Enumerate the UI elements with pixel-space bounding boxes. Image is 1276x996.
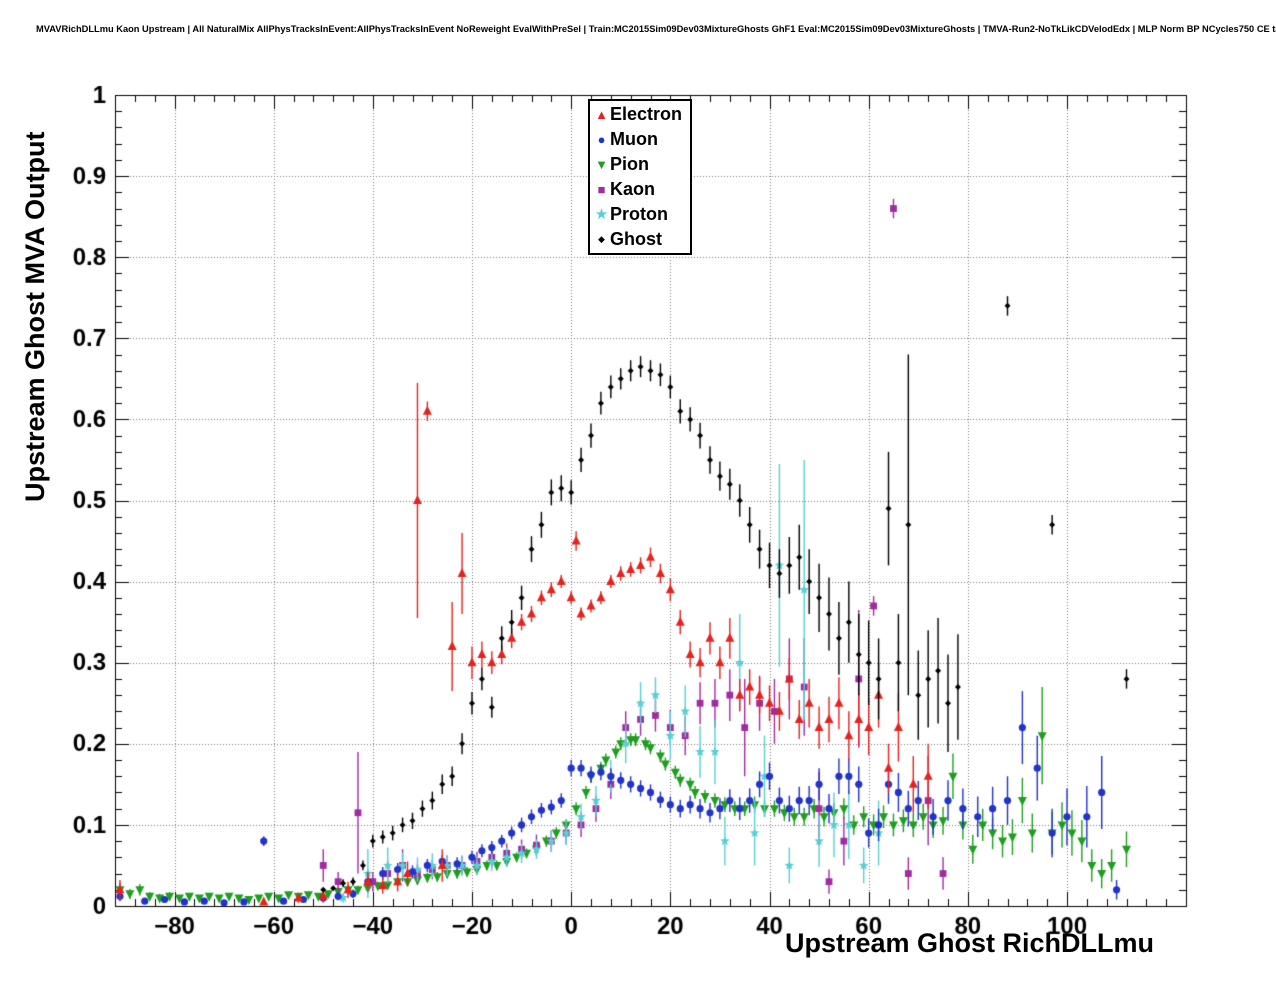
- ghost-marker-icon: ◆: [598, 234, 605, 244]
- legend-item-kaon: ■ Kaon: [593, 177, 682, 202]
- legend-item-proton: ★ Proton: [593, 202, 682, 227]
- legend-label-muon: Muon: [610, 129, 658, 149]
- legend: ▲ Electron ● Muon ▼ Pion ■ Kaon ★ Proton…: [588, 99, 693, 255]
- legend-item-electron: ▲ Electron: [593, 102, 682, 127]
- legend-label-proton: Proton: [610, 204, 668, 224]
- plot-title: MVAVRichDLLmu Kaon Upstream | All Natura…: [36, 24, 1276, 34]
- legend-label-pion: Pion: [610, 154, 649, 174]
- proton-marker-icon: ★: [594, 206, 609, 223]
- legend-item-muon: ● Muon: [593, 127, 682, 152]
- electron-marker-icon: ▲: [595, 107, 608, 122]
- legend-label-electron: Electron: [610, 104, 683, 124]
- kaon-marker-icon: ■: [597, 182, 606, 197]
- muon-marker-icon: ●: [597, 132, 606, 147]
- legend-label-ghost: Ghost: [610, 229, 662, 249]
- legend-label-kaon: Kaon: [610, 179, 655, 199]
- pion-marker-icon: ▼: [595, 157, 608, 172]
- y-axis-label: Upstream Ghost MVA Output: [20, 131, 50, 503]
- legend-item-pion: ▼ Pion: [593, 152, 682, 177]
- legend-item-ghost: ◆ Ghost: [593, 227, 682, 252]
- x-axis-label: Upstream Ghost RichDLLmu: [784, 928, 1154, 958]
